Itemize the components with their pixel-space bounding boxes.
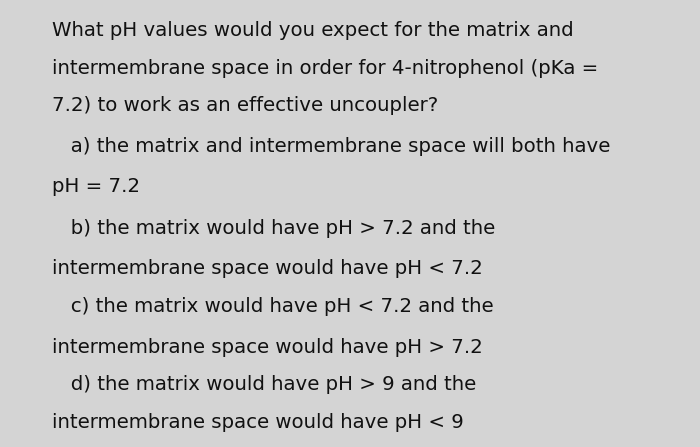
Text: intermembrane space in order for 4-nitrophenol (pKa =: intermembrane space in order for 4-nitro… bbox=[52, 59, 598, 78]
Text: d) the matrix would have pH > 9 and the: d) the matrix would have pH > 9 and the bbox=[52, 375, 477, 394]
Text: What pH values would you expect for the matrix and: What pH values would you expect for the … bbox=[52, 21, 574, 40]
Text: intermembrane space would have pH > 7.2: intermembrane space would have pH > 7.2 bbox=[52, 337, 483, 357]
Text: intermembrane space would have pH < 9: intermembrane space would have pH < 9 bbox=[52, 413, 464, 432]
Text: b) the matrix would have pH > 7.2 and the: b) the matrix would have pH > 7.2 and th… bbox=[52, 219, 496, 238]
Text: a) the matrix and intermembrane space will both have: a) the matrix and intermembrane space wi… bbox=[52, 136, 611, 156]
Text: intermembrane space would have pH < 7.2: intermembrane space would have pH < 7.2 bbox=[52, 259, 483, 278]
Text: c) the matrix would have pH < 7.2 and the: c) the matrix would have pH < 7.2 and th… bbox=[52, 297, 494, 316]
Text: pH = 7.2: pH = 7.2 bbox=[52, 177, 141, 196]
Text: 7.2) to work as an effective uncoupler?: 7.2) to work as an effective uncoupler? bbox=[52, 96, 439, 115]
